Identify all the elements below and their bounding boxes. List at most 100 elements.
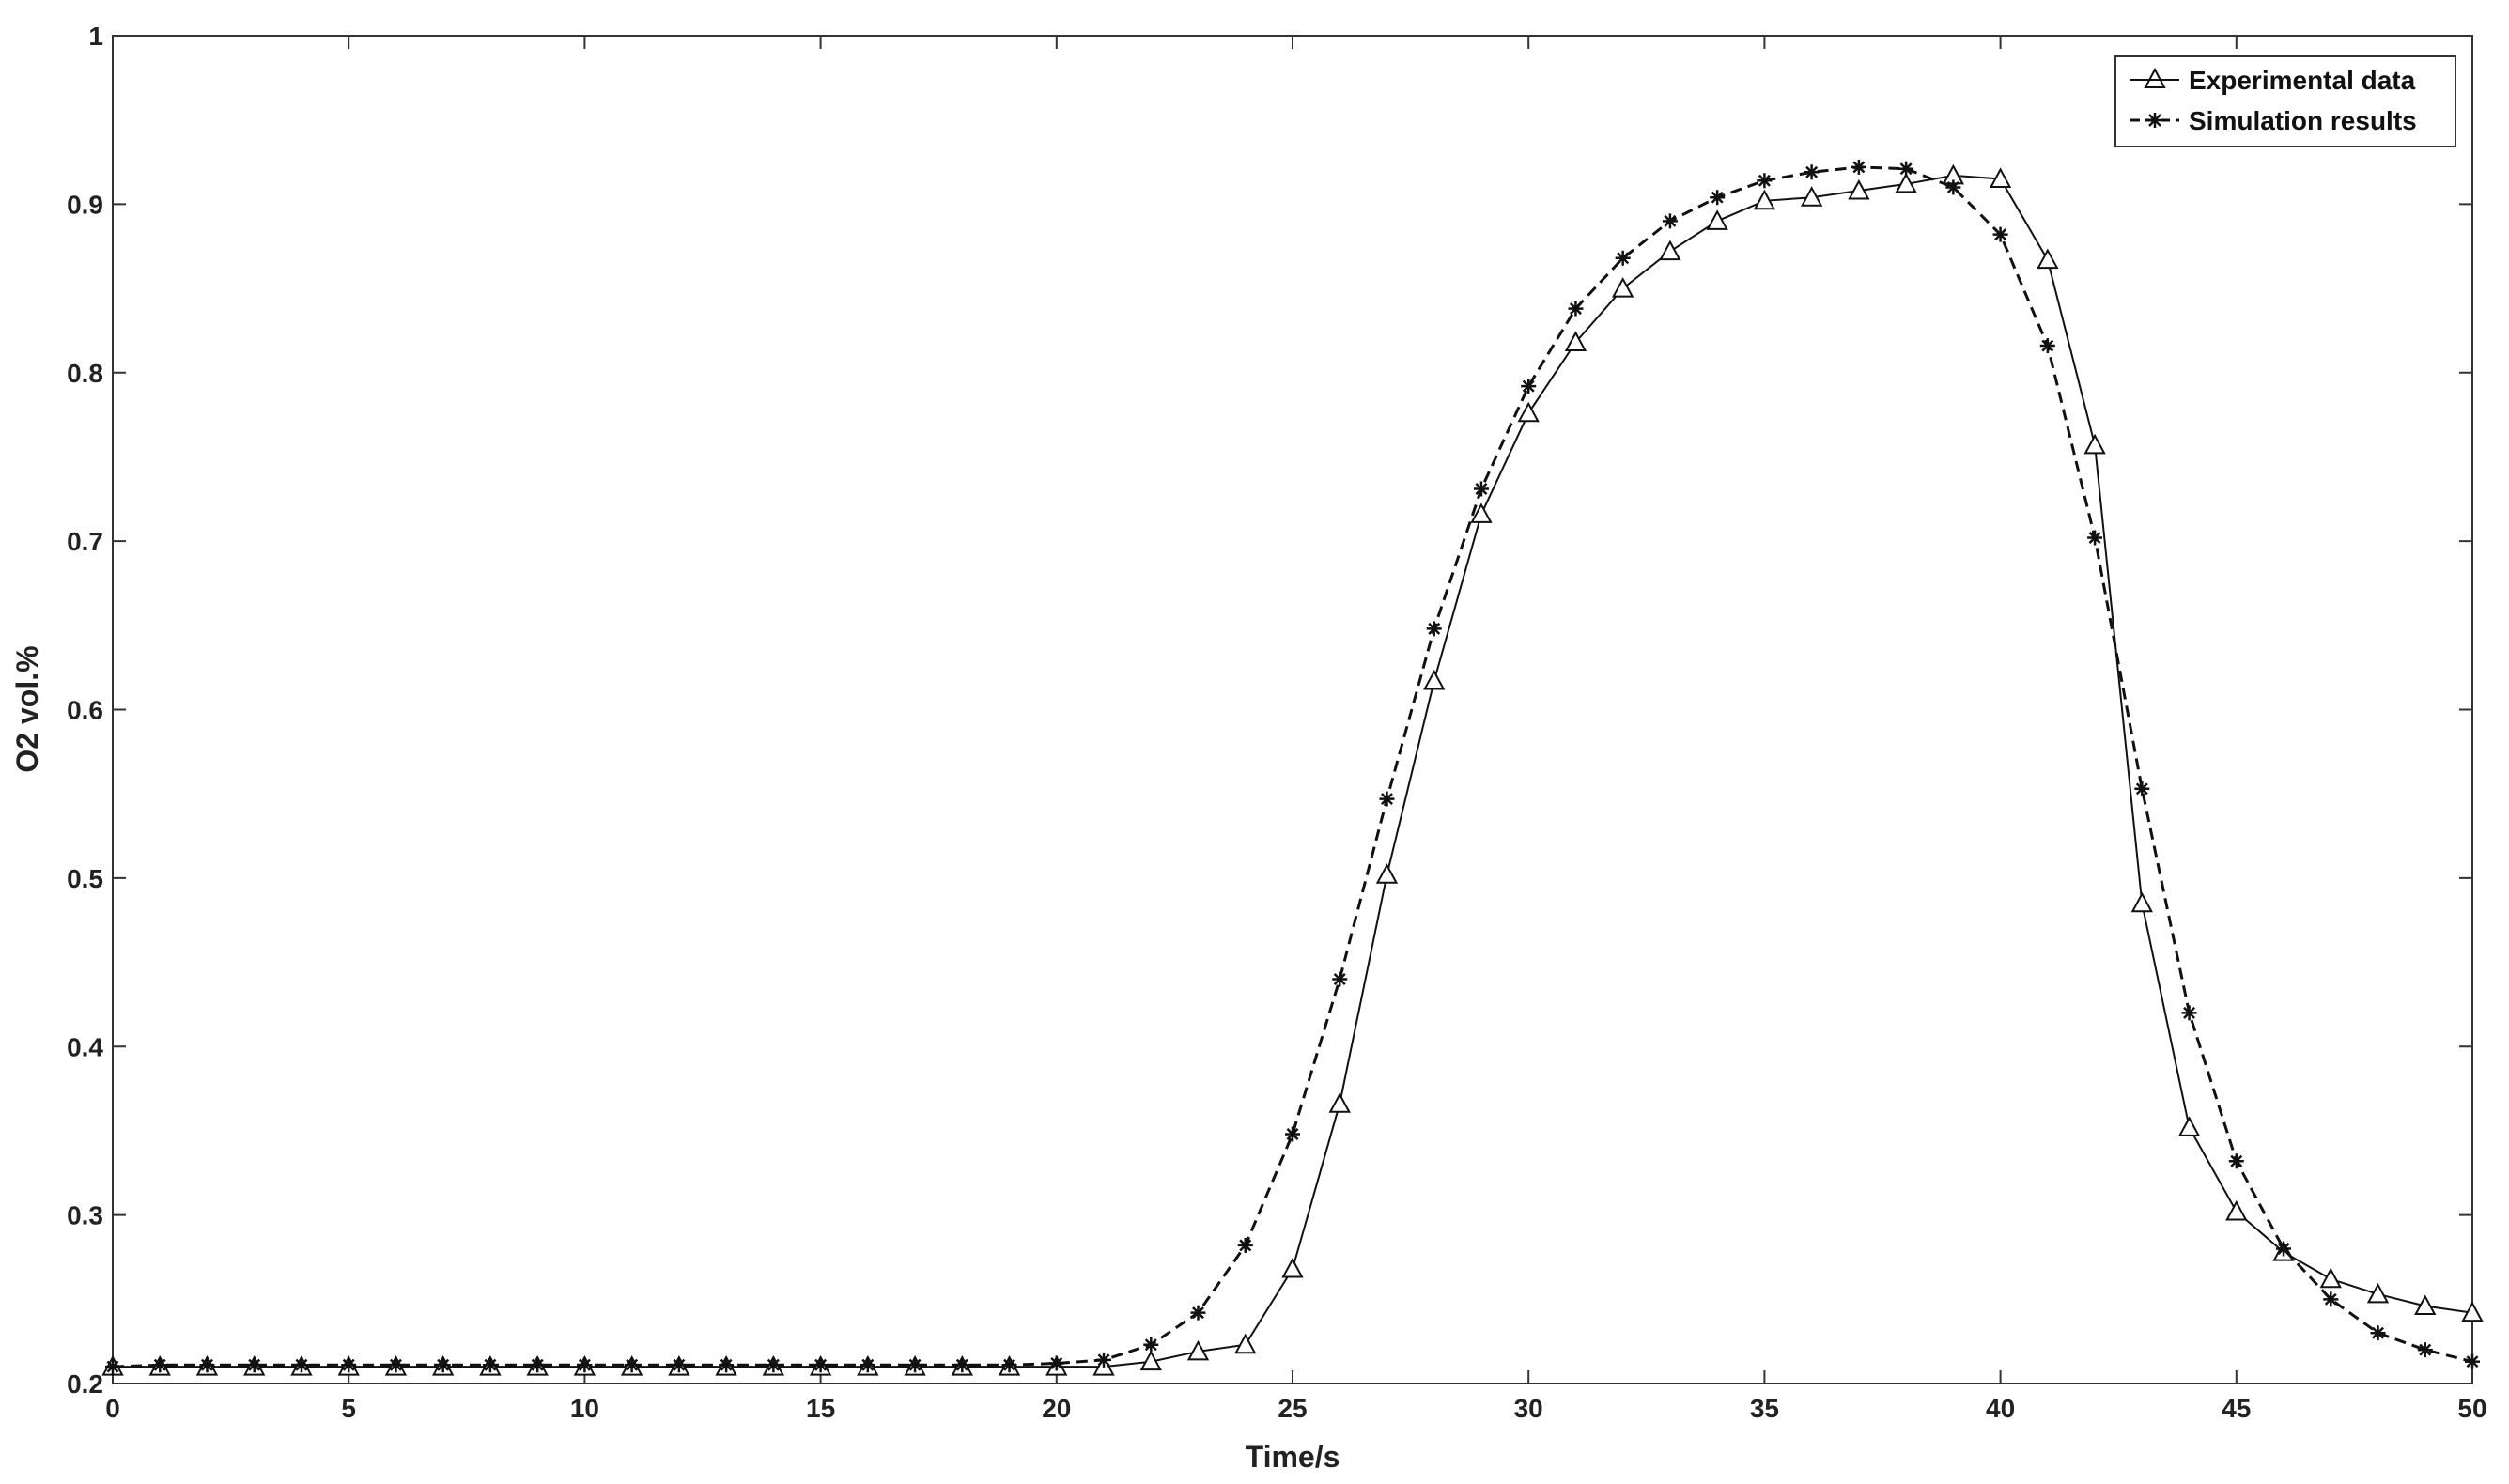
data-point-simulation (199, 1357, 215, 1373)
data-point-simulation (246, 1357, 262, 1373)
data-point-simulation (2181, 1005, 2197, 1021)
data-point-experimental (1281, 1257, 1304, 1278)
legend-box (2114, 55, 2456, 147)
data-point-simulation (1001, 1357, 1017, 1373)
y-tick-label: 0.8 (67, 359, 103, 388)
data-point-simulation (1237, 1237, 1253, 1253)
data-point-experimental (1423, 669, 1446, 690)
data-point-experimental (2083, 433, 2106, 455)
x-tick-label: 0 (105, 1394, 120, 1423)
legend-label-simulation: Simulation results (2189, 106, 2417, 135)
data-point-experimental (1470, 502, 1493, 523)
data-point-simulation (671, 1357, 687, 1373)
data-point-experimental (2461, 1301, 2484, 1322)
data-point-simulation (766, 1357, 782, 1373)
axis-tick-labels: 0 5 10 15 20 25 30 35 40 45 50 0.2 0.3 0.4 0.5 0.6 0.7 0.… (67, 22, 2487, 1423)
data-point-simulation (530, 1357, 546, 1373)
x-tick-label: 15 (806, 1394, 835, 1423)
data-point-simulation (152, 1357, 168, 1373)
data-point-simulation (1521, 379, 1537, 394)
data-point-simulation (1615, 250, 1631, 266)
series-layer (101, 159, 2484, 1376)
data-point-simulation (435, 1357, 451, 1373)
data-point-simulation (293, 1357, 309, 1373)
x-tick-label: 10 (570, 1394, 599, 1423)
x-tick-label: 40 (1986, 1394, 2015, 1423)
data-point-simulation (1568, 301, 1584, 317)
data-point-simulation (907, 1357, 923, 1373)
x-tick-label: 50 (2457, 1394, 2486, 1423)
data-point-simulation (2276, 1241, 2292, 1257)
data-point-experimental (1186, 1339, 1210, 1361)
data-point-simulation (105, 1359, 120, 1375)
data-point-simulation (1662, 213, 1678, 229)
data-point-simulation (1285, 1126, 1300, 1142)
data-point-experimental (1800, 186, 1823, 207)
data-point-simulation (341, 1357, 357, 1373)
data-point-experimental (1706, 209, 1728, 230)
y-tick-label: 0.4 (67, 1032, 103, 1061)
data-point-simulation (1992, 226, 2008, 242)
x-tick-label: 20 (1042, 1394, 1071, 1423)
data-point-simulation (1332, 971, 1348, 987)
data-point-simulation (1096, 1352, 1112, 1368)
plot-area (112, 35, 2473, 1384)
data-point-simulation (2465, 1353, 2480, 1369)
data-point-experimental (2414, 1294, 2437, 1315)
data-point-simulation (1851, 159, 1866, 175)
data-point-experimental (1328, 1092, 1351, 1113)
data-point-experimental (2130, 891, 2153, 913)
legend-marker-experimental (2144, 67, 2166, 88)
data-point-simulation (954, 1357, 970, 1373)
data-point-simulation (1426, 621, 1442, 637)
data-point-simulation (2039, 338, 2055, 354)
data-point-experimental (1564, 331, 1587, 351)
data-point-simulation (1473, 481, 1489, 497)
legend-marker-simulation (2147, 113, 2162, 128)
data-point-simulation (1143, 1337, 1159, 1353)
data-point-experimental (2225, 1199, 2248, 1221)
y-tick-label: 0.2 (67, 1369, 103, 1399)
x-tick-label: 35 (1750, 1394, 1779, 1423)
data-point-experimental (1517, 401, 1540, 423)
y-tick-label: 0.3 (67, 1201, 103, 1230)
legend-label-experimental: Experimental data (2189, 66, 2416, 95)
data-point-experimental (1895, 172, 1917, 193)
data-point-simulation (1710, 190, 1726, 206)
y-tick-label: 0.7 (67, 527, 103, 556)
data-point-simulation (2370, 1325, 2386, 1341)
data-point-experimental (1753, 189, 1776, 210)
data-point-simulation (1048, 1355, 1064, 1371)
x-axis-label: Time/s (1246, 1440, 1340, 1474)
y-axis-label: O2 vol.% (10, 645, 44, 772)
data-point-simulation (1945, 179, 1961, 195)
data-point-experimental (2319, 1267, 2342, 1289)
legend: Experimental data Simulation results (2114, 55, 2456, 147)
data-point-simulation (1379, 791, 1395, 807)
data-point-experimental (1375, 863, 1399, 884)
data-point-simulation (2228, 1153, 2244, 1169)
y-tick-label: 1 (88, 22, 103, 51)
data-point-simulation (813, 1357, 829, 1373)
data-point-simulation (2417, 1342, 2433, 1358)
data-point-simulation (2323, 1291, 2339, 1307)
data-point-simulation (577, 1357, 593, 1373)
x-tick-label: 45 (2222, 1394, 2251, 1423)
y-tick-label: 0.6 (67, 696, 103, 725)
data-point-simulation (388, 1357, 404, 1373)
x-tick-label: 30 (1514, 1394, 1543, 1423)
series-line-simulation (112, 165, 2473, 1368)
data-point-experimental (1612, 276, 1634, 298)
data-point-experimental (1139, 1350, 1162, 1371)
data-point-simulation (860, 1357, 875, 1373)
data-point-experimental (1989, 167, 2012, 188)
data-point-simulation (1804, 164, 1820, 180)
y-tick-label: 0.9 (67, 190, 103, 219)
axis-ticks (112, 35, 2473, 1384)
data-point-simulation (1190, 1305, 1206, 1321)
data-point-experimental (2037, 248, 2059, 270)
data-point-simulation (1757, 173, 1773, 189)
x-tick-label: 25 (1278, 1394, 1307, 1423)
data-point-simulation (482, 1357, 498, 1373)
data-point-simulation (2087, 530, 2103, 546)
